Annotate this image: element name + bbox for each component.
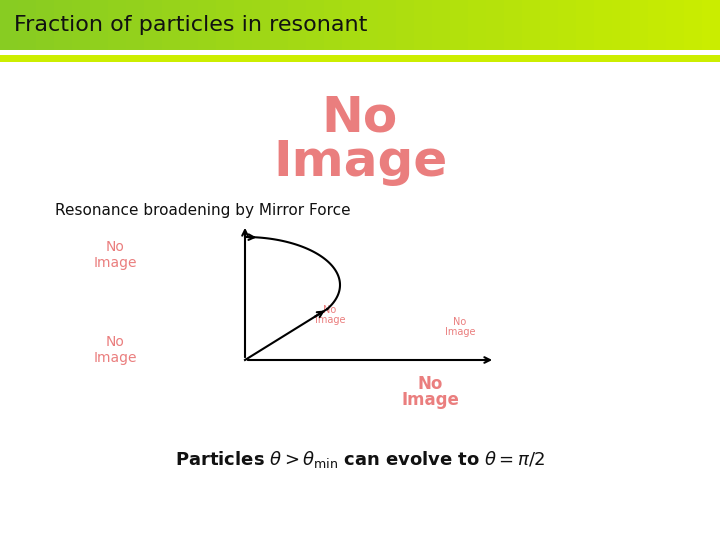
FancyBboxPatch shape xyxy=(0,50,720,55)
FancyBboxPatch shape xyxy=(324,0,342,50)
FancyBboxPatch shape xyxy=(126,0,144,50)
FancyBboxPatch shape xyxy=(432,0,450,50)
FancyBboxPatch shape xyxy=(342,0,360,50)
FancyBboxPatch shape xyxy=(612,0,630,50)
FancyBboxPatch shape xyxy=(468,0,486,50)
Text: No
Image: No Image xyxy=(445,316,475,338)
FancyBboxPatch shape xyxy=(270,0,288,50)
FancyBboxPatch shape xyxy=(396,0,414,50)
FancyBboxPatch shape xyxy=(54,0,72,50)
FancyBboxPatch shape xyxy=(504,0,522,50)
FancyBboxPatch shape xyxy=(576,0,594,50)
FancyBboxPatch shape xyxy=(108,0,126,50)
FancyBboxPatch shape xyxy=(72,0,90,50)
FancyBboxPatch shape xyxy=(522,0,540,50)
Text: No
Image: No Image xyxy=(273,94,447,186)
FancyBboxPatch shape xyxy=(684,0,702,50)
FancyBboxPatch shape xyxy=(252,0,270,50)
Text: No
Image: No Image xyxy=(315,305,346,326)
FancyBboxPatch shape xyxy=(306,0,324,50)
FancyBboxPatch shape xyxy=(450,0,468,50)
FancyBboxPatch shape xyxy=(414,0,432,50)
FancyBboxPatch shape xyxy=(18,0,36,50)
FancyBboxPatch shape xyxy=(162,0,180,50)
Text: No
Image: No Image xyxy=(94,335,137,364)
FancyBboxPatch shape xyxy=(0,0,18,50)
FancyBboxPatch shape xyxy=(486,0,504,50)
FancyBboxPatch shape xyxy=(90,0,108,50)
FancyBboxPatch shape xyxy=(558,0,576,50)
Text: Fraction of particles in resonant: Fraction of particles in resonant xyxy=(14,15,367,35)
Text: No
Image: No Image xyxy=(401,375,459,409)
FancyBboxPatch shape xyxy=(198,0,216,50)
FancyBboxPatch shape xyxy=(378,0,396,50)
Text: No
Image: No Image xyxy=(94,240,137,269)
FancyBboxPatch shape xyxy=(234,0,252,50)
FancyBboxPatch shape xyxy=(360,0,378,50)
FancyBboxPatch shape xyxy=(180,0,198,50)
FancyBboxPatch shape xyxy=(36,0,54,50)
FancyBboxPatch shape xyxy=(702,0,720,50)
FancyBboxPatch shape xyxy=(288,0,306,50)
FancyBboxPatch shape xyxy=(216,0,234,50)
Text: $\mathbf{Particles}\ \theta > \theta_{\min}\ \mathbf{can\ evolve\ to}\ \theta = : $\mathbf{Particles}\ \theta > \theta_{\m… xyxy=(175,449,545,470)
FancyBboxPatch shape xyxy=(630,0,648,50)
FancyBboxPatch shape xyxy=(0,55,720,62)
FancyBboxPatch shape xyxy=(594,0,612,50)
FancyBboxPatch shape xyxy=(540,0,558,50)
FancyBboxPatch shape xyxy=(648,0,666,50)
FancyBboxPatch shape xyxy=(666,0,684,50)
Text: Resonance broadening by Mirror Force: Resonance broadening by Mirror Force xyxy=(55,202,351,218)
FancyBboxPatch shape xyxy=(144,0,162,50)
